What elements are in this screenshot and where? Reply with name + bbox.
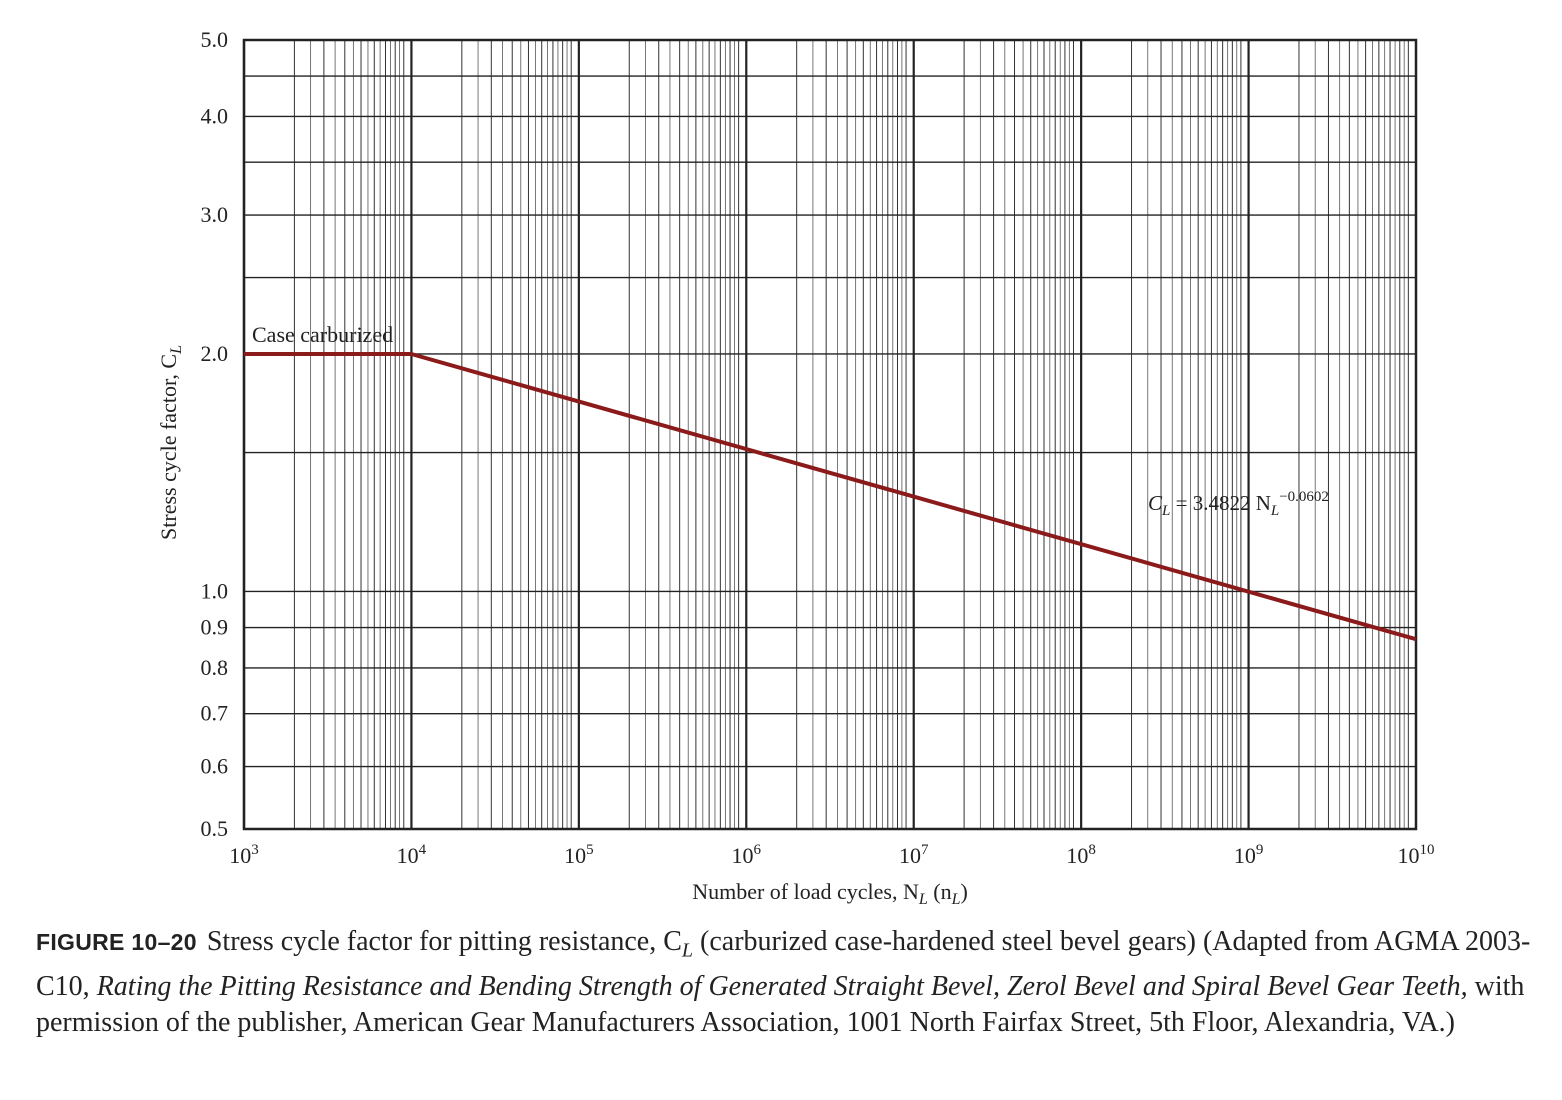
caption-part1-sub: L xyxy=(681,939,694,962)
equation-c-sub: L xyxy=(1161,503,1170,519)
x-tick-label: 103 xyxy=(229,842,259,868)
series-layer xyxy=(244,352,1417,642)
y-axis-title-sub: L xyxy=(168,345,185,355)
caption-title-italic: Rating the Pitting Resistance and Bendin… xyxy=(96,970,1468,1002)
series-line xyxy=(244,352,1417,642)
x-axis-title-main: Number of load cycles, N xyxy=(692,879,919,904)
x-axis-title-paren-open: (n xyxy=(928,879,952,904)
y-tick-label: 4.0 xyxy=(201,103,229,128)
x-tick-label: 105 xyxy=(564,842,594,868)
chart: 0.5 0.6 0.7 0.8 0.9 1.0 2.0 3.0 4.0 5.0 103 104 105… xyxy=(156,27,1435,908)
y-tick-labels: 0.5 0.6 0.7 0.8 0.9 1.0 2.0 3.0 4.0 5.0 xyxy=(201,27,229,841)
y-tick-label: 0.9 xyxy=(201,615,229,640)
x-tick-label: 107 xyxy=(899,842,929,868)
x-axis-title-paren-sub: L xyxy=(951,891,961,908)
x-tick-label: 106 xyxy=(732,842,762,868)
y-tick-label: 3.0 xyxy=(201,202,229,227)
x-tick-label: 104 xyxy=(397,842,427,868)
y-tick-label: 1.0 xyxy=(201,578,229,603)
equation-n-sub: L xyxy=(1270,503,1279,519)
caption-part3: with permission of the publisher, Americ… xyxy=(36,970,1525,1038)
y-tick-label: 2.0 xyxy=(201,341,229,366)
grid-major-lines xyxy=(242,39,1416,830)
y-tick-label: 0.7 xyxy=(201,701,229,726)
x-axis-title-paren-close: ) xyxy=(960,879,967,904)
x-tick-label: 108 xyxy=(1066,842,1096,868)
equation-exp: −0.0602 xyxy=(1279,489,1329,505)
caption-part1: Stress cycle factor for pitting resistan… xyxy=(206,926,682,957)
grid-minor-lines xyxy=(293,40,1409,829)
y-axis-title: Stress cycle factor, CL xyxy=(156,345,185,540)
case-carburized-label: Case carburized xyxy=(252,322,393,347)
y-axis-title-main: Stress cycle factor, C xyxy=(156,354,181,540)
caption-part2: (carburized case-hardened steel bevel ge… xyxy=(36,926,1531,1002)
y-tick-label: 5.0 xyxy=(201,27,229,52)
figure-caption: FIGURE 10–20 Stress cycle factor for pitt… xyxy=(36,924,1536,1041)
x-axis-title-sub: L xyxy=(918,891,928,908)
equation-c: C xyxy=(1148,491,1163,515)
equation-label: CL = 3.4822 NL−0.0602 xyxy=(1148,489,1329,519)
x-axis-title: Number of load cycles, NL (nL) xyxy=(692,879,968,908)
y-tick-label: 0.5 xyxy=(201,816,229,841)
plot-frame xyxy=(242,38,1418,831)
x-tick-label: 109 xyxy=(1234,842,1264,868)
figure-label: FIGURE 10–20 xyxy=(36,929,197,955)
x-tick-label: 1010 xyxy=(1398,842,1435,868)
y-tick-label: 0.8 xyxy=(201,655,229,680)
equation-middle: = 3.4822 N xyxy=(1170,491,1271,515)
x-tick-labels: 103 104 105 106 107 108 109 1010 xyxy=(229,842,1434,868)
y-tick-label: 0.6 xyxy=(201,754,229,779)
